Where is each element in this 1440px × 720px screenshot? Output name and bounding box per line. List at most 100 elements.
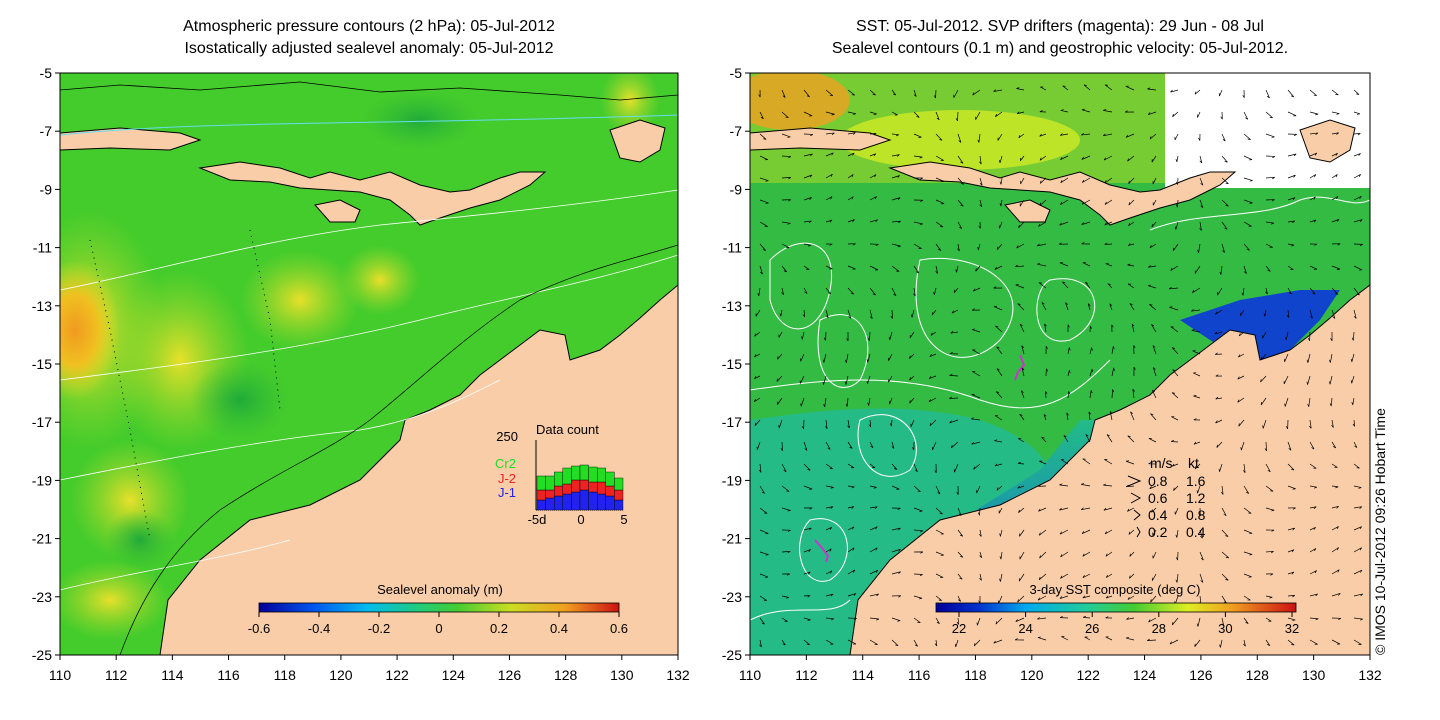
- velocity-arrow: [935, 133, 943, 141]
- velocity-arrow: [1199, 199, 1204, 209]
- velocity-arrow: [1221, 573, 1229, 581]
- velocity-arrow: [1084, 636, 1091, 641]
- velocity-arrow: [1105, 551, 1113, 557]
- velocity-arrow: [1061, 636, 1069, 641]
- velocity-arrow: [1168, 286, 1179, 290]
- velocity-arrow: [910, 309, 915, 318]
- velocity-arrow: [1151, 221, 1157, 228]
- velocity-arrow: [1172, 369, 1179, 377]
- velocity-arrow: [1127, 507, 1135, 512]
- velocity-arrow: [1147, 87, 1157, 91]
- velocity-arrow: [1045, 368, 1049, 377]
- velocity-arrow: [1243, 529, 1253, 535]
- x-tick-label: 126: [498, 667, 522, 683]
- velocity-arrow: [1353, 219, 1363, 223]
- velocity-arrow: [1218, 89, 1223, 97]
- velocity-arrow: [1221, 551, 1230, 559]
- velocity-arrow: [913, 639, 918, 647]
- sealevel-contour: [1036, 278, 1096, 342]
- velocity-arrow: [781, 529, 791, 532]
- velocity-arrow: [1038, 507, 1047, 512]
- velocity-arrow: [973, 639, 981, 647]
- velocity-arrow: [1148, 617, 1157, 623]
- velocity-arrow: [847, 132, 856, 135]
- velocity-arrow: [949, 373, 959, 377]
- inset-bar-segment: [562, 467, 572, 485]
- velocity-arrow: [994, 439, 1003, 443]
- velocity-arrow: [1309, 132, 1319, 136]
- velocity-arrow: [1331, 526, 1339, 531]
- velocity-arrow: [1352, 419, 1355, 427]
- velocity-arrow: [781, 243, 790, 249]
- velocity-arrow: [1243, 639, 1246, 647]
- velocity-arrow: [891, 485, 900, 490]
- velocity-arrow: [1329, 353, 1333, 363]
- velocity-arrow: [1191, 309, 1201, 312]
- velocity-arrow: [1353, 89, 1360, 95]
- inset-bar-segment: [545, 489, 555, 499]
- velocity-arrow: [1353, 173, 1361, 179]
- legend-ms-value: 0.6: [1148, 490, 1168, 506]
- velocity-arrow: [1286, 419, 1289, 430]
- velocity-arrow: [1037, 636, 1047, 641]
- velocity-arrow: [825, 441, 831, 450]
- velocity-arrow: [995, 111, 1003, 118]
- velocity-arrow: [803, 133, 814, 137]
- velocity-arrow: [847, 617, 857, 620]
- velocity-arrow: [759, 485, 765, 494]
- velocity-arrow: [935, 177, 945, 183]
- inset-bar-segment: [614, 499, 624, 511]
- velocity-arrow: [1237, 375, 1245, 380]
- velocity-arrow: [1199, 529, 1203, 539]
- velocity-arrow: [847, 441, 853, 449]
- velocity-arrow: [977, 243, 981, 251]
- x-tick-label: 128: [554, 667, 578, 683]
- velocity-arrow: [1082, 595, 1091, 599]
- velocity-arrow: [998, 507, 1003, 514]
- velocity-arrow: [913, 595, 923, 600]
- velocity-arrow: [1171, 439, 1179, 443]
- velocity-arrow: [759, 639, 762, 648]
- velocity-arrow: [777, 353, 783, 360]
- anomaly-dark-green-3: [360, 90, 480, 150]
- velocity-arrow: [1045, 345, 1048, 355]
- sumba-island: [314, 199, 361, 223]
- velocity-arrow: [1309, 570, 1317, 575]
- velocity-arrow: [754, 353, 761, 358]
- velocity-arrow: [996, 346, 1003, 355]
- velocity-arrow: [1019, 155, 1025, 162]
- velocity-arrow: [754, 331, 761, 337]
- velocity-arrow: [1243, 485, 1250, 494]
- velocity-arrow: [1331, 243, 1341, 246]
- x-tick-label: 110: [739, 667, 762, 683]
- velocity-arrow: [1039, 199, 1047, 206]
- velocity-arrow: [1067, 391, 1071, 399]
- velocity-arrow: [1150, 595, 1157, 603]
- velocity-arrow: [825, 243, 833, 246]
- velocity-arrow: [1132, 388, 1135, 399]
- velocity-arrow: [1221, 485, 1224, 495]
- velocity-arrow: [1243, 111, 1249, 120]
- velocity-arrow: [950, 331, 959, 334]
- velocity-arrow: [971, 308, 981, 311]
- velocity-arrow: [993, 639, 1003, 644]
- svp-drifter-track: [1014, 354, 1026, 381]
- pressure-contour: [60, 539, 291, 591]
- velocity-arrow: [845, 353, 849, 363]
- velocity-arrow: [1265, 617, 1272, 622]
- velocity-arrow: [1081, 177, 1091, 183]
- y-tick-label: -19: [722, 472, 742, 488]
- y-tick-label: -25: [722, 647, 742, 663]
- velocity-arrow: [847, 196, 854, 201]
- velocity-arrow: [779, 309, 783, 317]
- colorbar-tick-label: 28: [1152, 621, 1166, 636]
- velocity-arrow: [1080, 507, 1091, 511]
- anomaly-dark-green-1: [190, 360, 290, 440]
- velocity-arrow: [1063, 435, 1069, 443]
- velocity-arrow: [1331, 287, 1339, 295]
- colorbar-tick-label: 30: [1218, 621, 1232, 636]
- inset-bar-segment: [605, 471, 615, 487]
- velocity-arrow: [1309, 174, 1317, 179]
- velocity-arrow: [957, 133, 962, 143]
- velocity-arrow: [1309, 485, 1318, 489]
